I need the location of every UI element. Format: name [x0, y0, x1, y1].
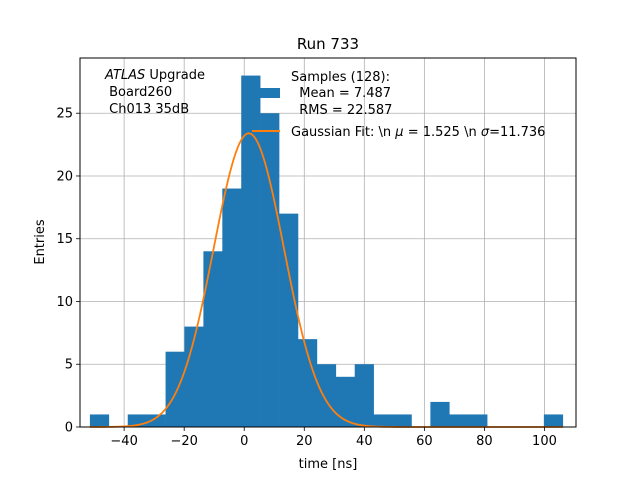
annotation-experiment: ATLAS	[104, 68, 145, 83]
legend-fit-label: Gaussian Fit: \n μ = 1.525 \n σ=11.736	[291, 125, 545, 140]
atlas-annotation: ATLAS Upgrade Board260 Ch013 35dB	[104, 68, 205, 117]
x-tick-label: −40	[110, 434, 137, 449]
y-tick-label: 15	[56, 232, 73, 247]
plot-frame	[79, 57, 577, 428]
histogram-bar	[203, 251, 223, 427]
legend-hist-line-3: RMS = 22.587	[291, 103, 392, 118]
histogram-bar	[316, 364, 337, 427]
legend: Samples (128): Mean = 7.487 RMS = 22.587…	[252, 70, 545, 140]
histogram-bar	[449, 414, 469, 427]
x-tick-label: 80	[476, 434, 493, 449]
fit-label-mid: = 1.525 \n	[404, 125, 481, 140]
histogram-bar	[222, 188, 242, 427]
y-axis-label: Entries	[33, 219, 48, 265]
annotation-line-1: ATLAS Upgrade	[104, 68, 205, 83]
histogram-bar	[241, 75, 261, 428]
histogram-bar	[260, 113, 280, 427]
histogram-bar	[279, 213, 299, 427]
fit-label-suffix: =11.736	[489, 125, 545, 140]
histogram-bar	[89, 414, 110, 427]
y-tick-label: 10	[56, 295, 73, 310]
histogram-bar	[146, 414, 166, 427]
y-axis-ticks: 0 5 10 15 20 25	[56, 107, 80, 436]
annotation-line-3: Ch013 35dB	[105, 102, 189, 117]
y-tick-label: 5	[65, 358, 73, 373]
fit-label-prefix: Gaussian Fit: \n	[291, 125, 395, 140]
y-tick-label: 20	[56, 169, 73, 184]
histogram-bar	[165, 351, 185, 427]
x-tick-label: 0	[240, 434, 248, 449]
x-tick-label: 60	[416, 434, 433, 449]
histogram-bars	[89, 75, 564, 428]
histogram-bar	[354, 364, 374, 427]
x-tick-label: 100	[532, 434, 557, 449]
x-tick-label: 20	[296, 434, 313, 449]
histogram-bar	[468, 414, 488, 427]
y-tick-label: 25	[56, 107, 73, 122]
legend-hist-line-2: Mean = 7.487	[291, 86, 391, 101]
histogram-bar	[373, 414, 393, 427]
histogram-bar	[430, 401, 450, 427]
x-tick-label: −20	[170, 434, 197, 449]
histogram-bar	[392, 414, 412, 427]
chart-title: Run 733	[297, 35, 359, 53]
x-tick-label: 40	[356, 434, 373, 449]
histogram-bar	[297, 339, 318, 427]
x-axis-ticks: −40 −20 0 20 40 60 80 100	[110, 427, 557, 449]
histogram-bar	[543, 414, 564, 427]
y-tick-label: 0	[65, 421, 73, 436]
x-axis-label: time [ns]	[299, 457, 358, 472]
annotation-upgrade: Upgrade	[145, 68, 205, 83]
fit-label-sigma: σ	[481, 125, 490, 140]
legend-hist-line-1: Samples (128):	[291, 70, 390, 85]
annotation-line-2: Board260	[105, 85, 172, 100]
fit-label-mu: μ	[394, 125, 403, 140]
histogram-bar	[184, 326, 204, 427]
legend-hist-swatch	[252, 88, 280, 98]
histogram-bar	[335, 376, 356, 427]
